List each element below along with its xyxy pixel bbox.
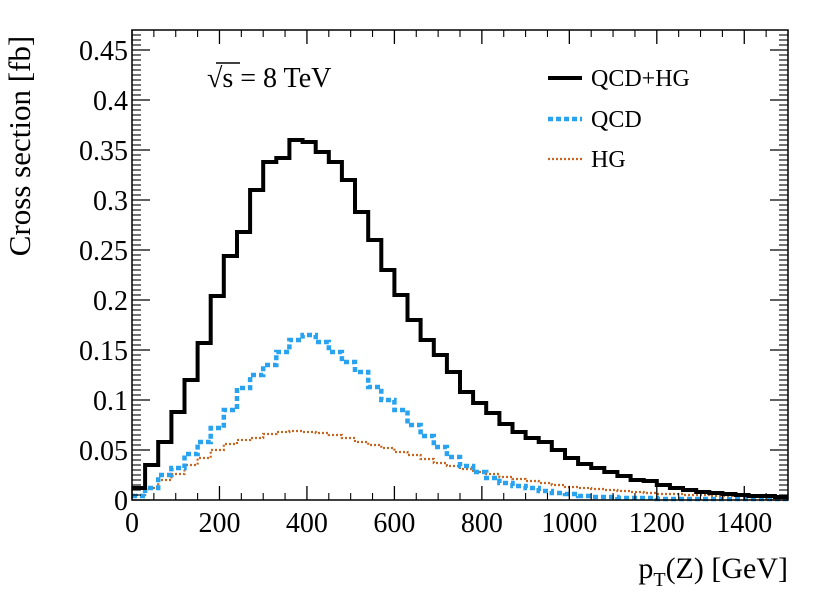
- y-tick-label: 0.35: [79, 136, 128, 167]
- x-tick-label: 200: [198, 508, 240, 539]
- y-tick-label: 0: [114, 486, 128, 517]
- x-tick-label: 1000: [541, 508, 597, 539]
- y-tick-label: 0.45: [79, 36, 128, 67]
- x-tick-label: 400: [286, 508, 328, 539]
- legend-label: QCD+HG: [591, 66, 690, 92]
- x-tick-label: 1400: [716, 508, 772, 539]
- series-hg: [132, 429, 788, 499]
- plot-frame: [131, 29, 789, 501]
- x-tick-label: 1200: [629, 508, 685, 539]
- x-tick-label: 600: [373, 508, 415, 539]
- legend: QCD+HG QCD HG: [548, 66, 690, 173]
- x-axis-label: pT(Z) [GeV]: [638, 552, 788, 591]
- x-axis-label-main: p: [638, 552, 653, 585]
- y-tick-label: 0.25: [79, 236, 128, 267]
- series-qcd-hg: [132, 138, 788, 499]
- y-tick-label: 0.4: [93, 86, 128, 117]
- x-tick-label: 0: [125, 508, 139, 539]
- y-axis-label: Cross section [fb]: [2, 36, 37, 256]
- x-tick-label: 800: [461, 508, 503, 539]
- series-qcd: [132, 332, 788, 502]
- svg-text:pT(Z) [GeV]: pT(Z) [GeV]: [638, 552, 788, 591]
- x-axis-label-rest: (Z) [GeV]: [666, 552, 788, 585]
- y-tick-label: 0.05: [79, 436, 128, 467]
- axis-ticks: [131, 30, 789, 501]
- energy-annotation-root: √s: [207, 63, 233, 94]
- y-tick-label: 0.15: [79, 336, 128, 367]
- x-axis-label-subscript: T: [653, 569, 665, 591]
- y-tick-label: 0.3: [93, 186, 128, 217]
- legend-label: QCD: [591, 107, 642, 133]
- energy-annotation: √s = 8 TeV: [207, 62, 331, 94]
- svg-text:√s = 8 TeV: √s = 8 TeV: [207, 63, 331, 94]
- energy-annotation-text: = 8 TeV: [233, 63, 331, 94]
- legend-label: HG: [591, 147, 626, 173]
- y-tick-label: 0.2: [93, 286, 128, 317]
- series-group: [132, 138, 788, 502]
- y-tick-label: 0.1: [93, 386, 128, 417]
